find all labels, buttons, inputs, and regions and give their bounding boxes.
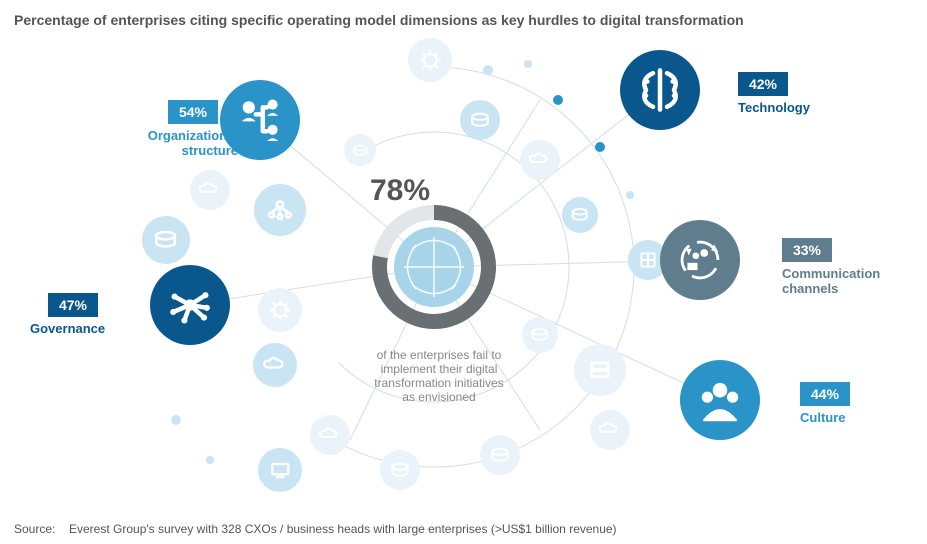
bg-node xyxy=(258,288,302,332)
bg-node xyxy=(142,216,190,264)
bg-node xyxy=(380,450,420,490)
source-label: Source: xyxy=(14,522,55,536)
hurdle-comm-badge: 33% xyxy=(782,238,832,262)
bg-node xyxy=(520,140,560,180)
accent-dot xyxy=(524,60,532,68)
hurdle-org-label: Organizationalstructure xyxy=(128,128,238,158)
bg-node xyxy=(590,410,630,450)
hurdle-comm-label: Communicationchannels xyxy=(782,266,912,296)
accent-dot xyxy=(553,95,563,105)
hurdle-tech-badge: 42% xyxy=(738,72,788,96)
hurdle-gov-badge: 47% xyxy=(48,293,98,317)
accent-dot xyxy=(206,456,214,464)
hurdle-cult-icon xyxy=(680,360,760,440)
center-caption: of the enterprises fail toimplement thei… xyxy=(354,348,524,404)
bg-node xyxy=(574,344,626,396)
chart-title: Percentage of enterprises citing specifi… xyxy=(14,12,744,28)
accent-dot xyxy=(171,415,181,425)
hurdle-org-badge: 54% xyxy=(168,100,218,124)
bg-node xyxy=(408,38,452,82)
bg-node xyxy=(310,415,350,455)
accent-dot xyxy=(595,142,605,152)
bg-node xyxy=(190,170,230,210)
bg-node xyxy=(522,317,558,353)
hurdle-tech-icon xyxy=(620,50,700,130)
accent-dot xyxy=(483,65,493,75)
hurdle-gov-icon xyxy=(150,265,230,345)
bg-node xyxy=(344,134,376,166)
bg-node xyxy=(460,100,500,140)
hurdle-cult-label: Culture xyxy=(800,410,880,425)
hurdle-cult-badge: 44% xyxy=(800,382,850,406)
source-text: Everest Group's survey with 328 CXOs / b… xyxy=(69,522,617,536)
bg-node xyxy=(253,343,297,387)
bg-node xyxy=(254,184,306,236)
hurdle-tech-label: Technology xyxy=(738,100,848,115)
bg-node xyxy=(562,197,598,233)
bg-node xyxy=(258,448,302,492)
hurdle-gov-label: Governance xyxy=(30,321,140,336)
bg-node xyxy=(480,435,520,475)
center-percent: 78% xyxy=(370,174,430,208)
hurdle-comm-icon xyxy=(660,220,740,300)
accent-dot xyxy=(626,191,634,199)
